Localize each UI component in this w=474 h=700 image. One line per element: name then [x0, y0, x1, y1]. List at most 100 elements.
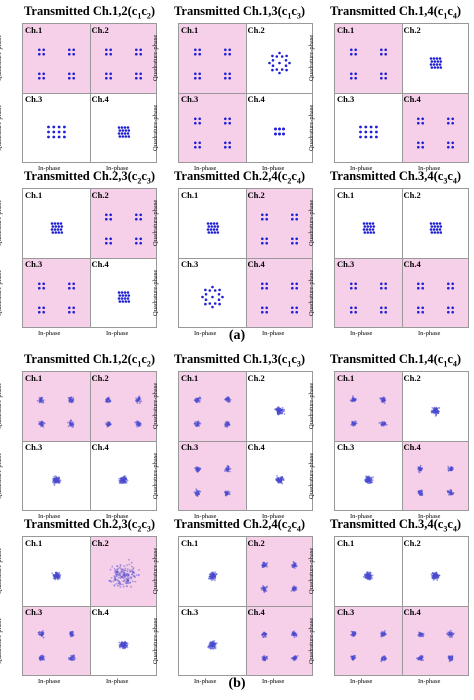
constellation-point: [416, 141, 420, 145]
constellation-point: [224, 76, 227, 80]
constellation-point: [375, 130, 378, 134]
channel-grid: Ch.1 Ch.2 Ch.3 Ch.4: [334, 188, 469, 328]
noisy-point: [196, 466, 199, 469]
channel-cell: Ch.3: [179, 93, 246, 162]
noisy-point: [121, 580, 124, 583]
noisy-point: [292, 589, 295, 592]
constellation-point: [210, 225, 214, 228]
grid-divider: [23, 93, 156, 94]
channel-cell: Ch.1: [335, 24, 402, 93]
noisy-point: [137, 395, 140, 398]
constellation-point: [359, 125, 362, 129]
noisy-point: [70, 635, 72, 638]
constellation-point: [198, 141, 201, 145]
constellation-point: [42, 52, 45, 56]
channel-label: Ch.3: [337, 607, 355, 617]
constellation-plot: [267, 51, 291, 75]
constellation-point: [446, 310, 450, 314]
y-axis-label: Quadrature-phase: [308, 547, 315, 594]
noisy-point: [418, 632, 420, 635]
constellation-point: [450, 282, 454, 286]
constellation-point: [284, 59, 287, 62]
constellation-point: [213, 231, 217, 234]
noisy-point: [125, 579, 128, 582]
channel-label: Ch.2: [403, 190, 421, 200]
constellation-point: [204, 288, 207, 292]
noisy-point: [138, 400, 141, 403]
noisy-point: [41, 656, 44, 659]
noisy-point: [132, 572, 135, 575]
constellation-point: [368, 228, 372, 231]
constellation-point: [277, 132, 281, 136]
constellation-point: [271, 59, 274, 62]
constellation-point: [211, 285, 214, 289]
constellation-plot: [430, 406, 440, 417]
noisy-point: [121, 571, 124, 574]
constellation-point: [350, 76, 353, 80]
constellation-point: [224, 141, 227, 145]
noisy-point: [122, 580, 125, 582]
noisy-point: [119, 572, 122, 574]
noisy-point: [227, 398, 230, 401]
constellation-point: [42, 286, 45, 290]
constellation-point: [138, 76, 142, 80]
noisy-point: [123, 575, 126, 578]
noisy-point: [51, 572, 54, 575]
channel-cell: Ch.3: [335, 258, 402, 327]
constellation-point: [446, 145, 450, 149]
noisy-point: [351, 400, 353, 403]
noisy-point: [350, 657, 353, 660]
constellation-point: [420, 141, 424, 145]
noisy-point: [119, 567, 122, 570]
constellation-point: [72, 310, 75, 314]
constellation-point: [68, 52, 71, 56]
constellation-point: [432, 57, 435, 60]
constellation-point: [57, 231, 61, 234]
noisy-point: [40, 657, 43, 660]
panel-title: Transmitted Ch.3,4(c3c4): [330, 517, 462, 534]
channel-cell: Ch.2: [245, 537, 312, 606]
constellation-point: [380, 72, 383, 76]
channel-label: Ch.4: [403, 607, 421, 617]
y-axis-labels: Quadrature-phase Quadrature-phase: [306, 188, 318, 328]
y-axis-label: Quadrature-phase: [152, 269, 159, 316]
channel-cell: Ch.1: [23, 24, 90, 93]
constellation-point: [375, 125, 378, 129]
noisy-point: [134, 397, 137, 399]
noisy-point: [42, 630, 44, 632]
constellation-point: [366, 231, 370, 234]
noisy-point: [261, 636, 264, 639]
noisy-point: [104, 400, 107, 402]
constellation-point: [212, 222, 216, 225]
y-axis-label: Quadrature-phase: [152, 34, 159, 81]
constellation-point: [284, 54, 288, 58]
noisy-point: [112, 584, 115, 586]
noisy-point: [448, 657, 451, 660]
noisy-point: [261, 565, 264, 568]
noisy-point: [125, 644, 128, 647]
constellation-plot: [194, 48, 231, 80]
noisy-point: [113, 570, 116, 573]
noisy-point: [57, 574, 60, 577]
noisy-point: [260, 587, 263, 590]
channel-grid: Ch.1 Ch.2 Ch.3 Ch.4: [334, 371, 469, 511]
noisy-point: [367, 478, 370, 480]
constellation-point: [284, 68, 288, 72]
noisy-point: [56, 479, 59, 482]
constellation-point: [264, 306, 268, 310]
noisy-point: [56, 481, 59, 483]
noisy-point: [262, 561, 265, 564]
constellation-point: [372, 231, 376, 234]
noisy-point: [119, 573, 121, 576]
channel-grid: Ch.1 Ch.2 Ch.3 Ch.4: [334, 536, 469, 676]
constellation-point: [63, 125, 66, 129]
panel-title: Transmitted Ch.1,2(c1c2): [24, 4, 156, 21]
noisy-point: [293, 632, 296, 635]
grid-divider: [179, 258, 312, 259]
noisy-point: [122, 482, 125, 484]
panel-title: Transmitted Ch.1,3(c1c3): [174, 352, 306, 369]
constellation-point: [260, 241, 264, 245]
constellation-point: [121, 300, 124, 303]
constellation-point: [438, 228, 441, 231]
title-subscript: 4: [296, 524, 301, 534]
